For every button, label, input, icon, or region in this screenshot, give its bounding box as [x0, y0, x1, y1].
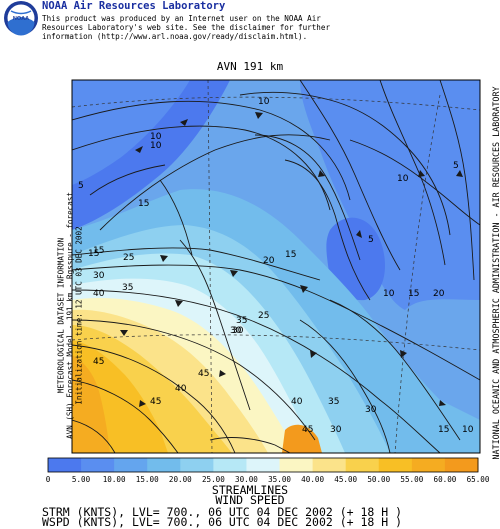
colorbar-tick-label: 50.00: [367, 475, 391, 484]
contour-label: 30: [230, 326, 242, 336]
grid-lines: [72, 80, 480, 453]
footer-wspd-info: WSPD (KNTS), LVL= 700., 06 UTC 04 DEC 20…: [42, 515, 403, 529]
colorbar: [47, 457, 479, 473]
speed-low-center: [326, 217, 385, 301]
contour-label: 45: [198, 369, 209, 379]
contour-label: 35: [236, 316, 247, 326]
speed-max-south: [282, 424, 322, 453]
streamlines: [72, 80, 480, 453]
colorbar-tick-label: 35.00: [268, 475, 291, 484]
colorbar-tick-label: 55.00: [400, 475, 424, 484]
colorbar-swatch: [312, 458, 347, 472]
footer-wind-speed: WIND SPEED: [215, 493, 285, 507]
colorbar-swatch: [81, 458, 115, 472]
speed-zone-5-10-nw: [72, 80, 190, 185]
colorbar-tick-label: 65.00: [466, 475, 490, 484]
contour-label: 40: [291, 397, 303, 407]
colorbar-swatch: [378, 458, 413, 472]
colorbar-tick-label: 15.00: [135, 475, 159, 484]
contour-label: 30: [365, 405, 377, 415]
contour-label: 10: [150, 141, 162, 151]
footer-streamlines: STREAMLINES: [211, 483, 289, 497]
colorbar-tick-label: 30.00: [235, 475, 258, 484]
contour-label: 10: [383, 289, 395, 299]
streamline-arrows: [120, 112, 463, 407]
colorbar-swatch: [411, 458, 446, 472]
colorbar-swatch: [279, 458, 314, 472]
colorbar-frame: [47, 457, 479, 473]
colorbar-swatch: [213, 458, 247, 472]
colorbar-swatch: [114, 458, 148, 472]
colorbar-swatch: [345, 458, 380, 472]
contour-label: 45: [302, 425, 313, 435]
contour-label: 15: [88, 249, 99, 259]
contour-label: 45: [93, 357, 104, 367]
contour-label: 40: [93, 289, 105, 299]
contour-label: 5: [78, 181, 84, 191]
contour-label: 15: [93, 246, 104, 256]
contour-label: 20: [433, 289, 445, 299]
contour-label: 30: [93, 271, 105, 281]
contour-label: 25: [123, 253, 134, 263]
map-frame: [71, 79, 481, 454]
colorbar-tick-label: 25.00: [201, 475, 225, 484]
speed-zone-55-60: [72, 355, 110, 453]
colorbar-tick-labels: 0 5.00 10.00 15.00 20.00 25.00 30.00 35.00 40.00…: [0, 475, 500, 485]
contour-label: 35: [122, 283, 133, 293]
map-title: AVN 191 km: [216, 60, 284, 73]
colorbar-tick-label: 10.00: [102, 475, 126, 484]
contour-label: 25: [258, 311, 269, 321]
noaa-logo: NOAA: [4, 1, 38, 36]
contour-label: 10: [258, 97, 270, 107]
colorbar-swatch: [444, 458, 479, 472]
colorbar-tick-label: 0: [45, 475, 51, 484]
disclaimer-line-3[interactable]: information (http://www.arl.noaa.gov/rea…: [42, 32, 308, 41]
contour-label: 10: [397, 174, 409, 184]
contour-label: 15: [408, 289, 419, 299]
speed-zone-east: [300, 80, 480, 310]
contour-label: 5: [453, 161, 459, 171]
contour-label: 35: [328, 397, 339, 407]
colorbar-tick-label: 45.00: [334, 475, 358, 484]
colorbar-swatch: [246, 458, 281, 472]
contour-label: 15: [138, 199, 149, 209]
contour-label: 10: [462, 425, 474, 435]
contour-label: 10: [150, 132, 162, 142]
contour-label: 15: [285, 250, 296, 260]
contour-label: 15: [438, 425, 449, 435]
colorbar-tick-label: 60.00: [433, 475, 457, 484]
colorbar-tick-label: 5.00: [71, 475, 91, 484]
contour-label: 30: [232, 326, 244, 336]
contour-label: 40: [175, 384, 187, 394]
disclaimer-line-2: Resources Laboratory's web site. See the…: [42, 23, 331, 32]
noaa-credit-vertical: NATIONAL OCEANIC AND ATMOSPHERIC ADMINIS…: [491, 86, 500, 460]
disclaimer-line-1: This product was produced by an Internet…: [42, 14, 321, 23]
colorbar-tick-label: 20.00: [168, 475, 192, 484]
contour-label: 20: [263, 256, 275, 266]
colorbar-swatch: [180, 458, 214, 472]
contour-label: 30: [330, 425, 342, 435]
dataset-info-vertical: METEOROLOGICAL DATASET INFORMATION AVN (…: [56, 192, 84, 439]
header-title: NOAA Air Resources Laboratory: [42, 0, 226, 12]
contour-label: 5: [368, 235, 374, 245]
contour-label: 45: [150, 397, 161, 407]
footer-strm-info: STRM (KNTS), LVL= 700., 06 UTC 04 DEC 20…: [42, 505, 403, 519]
colorbar-tick-label: 40.00: [301, 475, 325, 484]
colorbar-swatch: [147, 458, 181, 472]
colorbar-swatch: [48, 458, 82, 472]
noaa-logo-text: NOAA: [13, 16, 29, 22]
